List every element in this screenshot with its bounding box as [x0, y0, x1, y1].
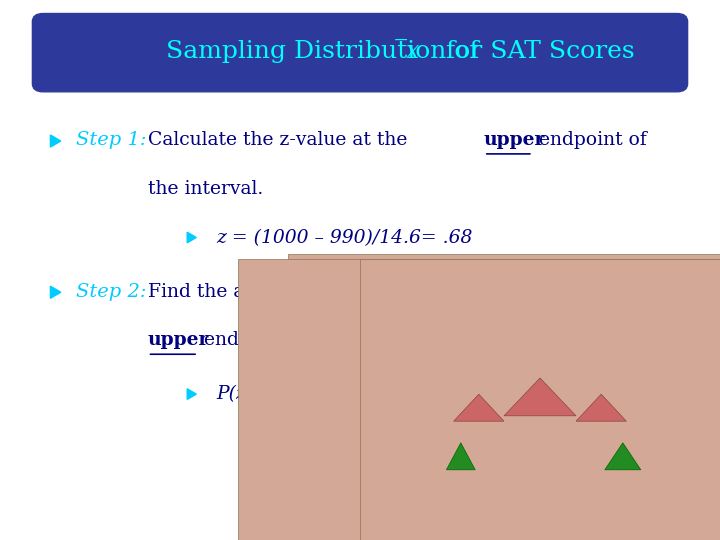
Polygon shape [187, 389, 197, 400]
Text: Step 1:: Step 1: [76, 131, 146, 150]
FancyBboxPatch shape [360, 259, 720, 540]
Polygon shape [605, 443, 641, 470]
Polygon shape [504, 378, 576, 416]
FancyBboxPatch shape [238, 259, 720, 540]
Polygon shape [576, 394, 626, 421]
Text: z = (1000 – 990)/14.6= .68: z = (1000 – 990)/14.6= .68 [216, 228, 472, 247]
Polygon shape [454, 394, 504, 421]
FancyBboxPatch shape [288, 254, 720, 540]
Text: for SAT Scores: for SAT Scores [446, 40, 635, 63]
Text: ̅x: ̅x [408, 40, 420, 63]
Text: Sampling Distribution of: Sampling Distribution of [166, 40, 478, 63]
Text: P(z ≤ .68) = .7517: P(z ≤ .68) = .7517 [216, 385, 392, 403]
Text: upper: upper [148, 331, 209, 349]
Text: Calculate the z-value at the: Calculate the z-value at the [148, 131, 413, 150]
Text: Step 2:: Step 2: [76, 282, 146, 301]
Polygon shape [187, 232, 197, 243]
Text: the interval.: the interval. [148, 180, 263, 198]
Polygon shape [446, 443, 475, 470]
Text: Find the area under the curve to the left of the: Find the area under the curve to the lef… [148, 282, 591, 301]
Polygon shape [50, 286, 60, 298]
Polygon shape [50, 135, 60, 147]
FancyBboxPatch shape [32, 14, 688, 92]
Text: endpoint of: endpoint of [533, 131, 647, 150]
Text: upper: upper [484, 131, 545, 150]
Text: endpoint.: endpoint. [198, 331, 294, 349]
